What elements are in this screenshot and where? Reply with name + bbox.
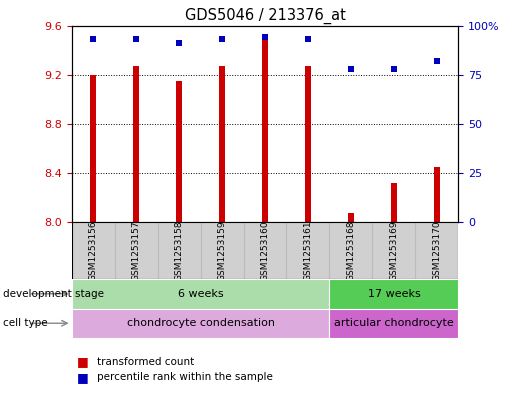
Text: GSM1253156: GSM1253156	[89, 220, 98, 281]
Point	[432, 58, 441, 64]
Point	[304, 36, 312, 42]
Bar	[91, 75, 95, 222]
Text: ■: ■	[77, 371, 89, 384]
Bar	[134, 66, 139, 222]
Bar	[72, 279, 330, 309]
Text: cell type: cell type	[3, 318, 47, 328]
Text: development stage: development stage	[3, 289, 104, 299]
Text: articular chondrocyte: articular chondrocyte	[334, 318, 454, 328]
Point	[132, 36, 140, 42]
Bar	[330, 309, 458, 338]
Point	[261, 34, 269, 40]
Bar	[435, 167, 439, 222]
Text: GSM1253169: GSM1253169	[390, 220, 399, 281]
Text: GSM1253170: GSM1253170	[432, 220, 441, 281]
Bar	[391, 183, 396, 222]
Text: GSM1253157: GSM1253157	[131, 220, 140, 281]
Bar	[305, 66, 311, 222]
Text: GSM1253160: GSM1253160	[261, 220, 269, 281]
Text: chondrocyte condensation: chondrocyte condensation	[127, 318, 275, 328]
Point	[390, 66, 398, 72]
Title: GDS5046 / 213376_at: GDS5046 / 213376_at	[184, 8, 346, 24]
Text: GSM1253168: GSM1253168	[347, 220, 356, 281]
Text: GSM1253158: GSM1253158	[174, 220, 183, 281]
Point	[218, 36, 226, 42]
Bar	[176, 81, 182, 222]
Bar	[330, 279, 458, 309]
Point	[175, 40, 183, 46]
Text: 6 weeks: 6 weeks	[178, 289, 223, 299]
Point	[347, 66, 355, 72]
Text: ■: ■	[77, 355, 89, 368]
Text: percentile rank within the sample: percentile rank within the sample	[97, 372, 273, 382]
Text: GSM1253161: GSM1253161	[304, 220, 313, 281]
Text: transformed count: transformed count	[97, 356, 194, 367]
Text: 17 weeks: 17 weeks	[368, 289, 420, 299]
Text: GSM1253159: GSM1253159	[217, 220, 226, 281]
Bar	[348, 213, 354, 222]
Bar	[262, 34, 268, 222]
Bar	[72, 309, 330, 338]
Bar	[219, 66, 225, 222]
Point	[89, 36, 98, 42]
